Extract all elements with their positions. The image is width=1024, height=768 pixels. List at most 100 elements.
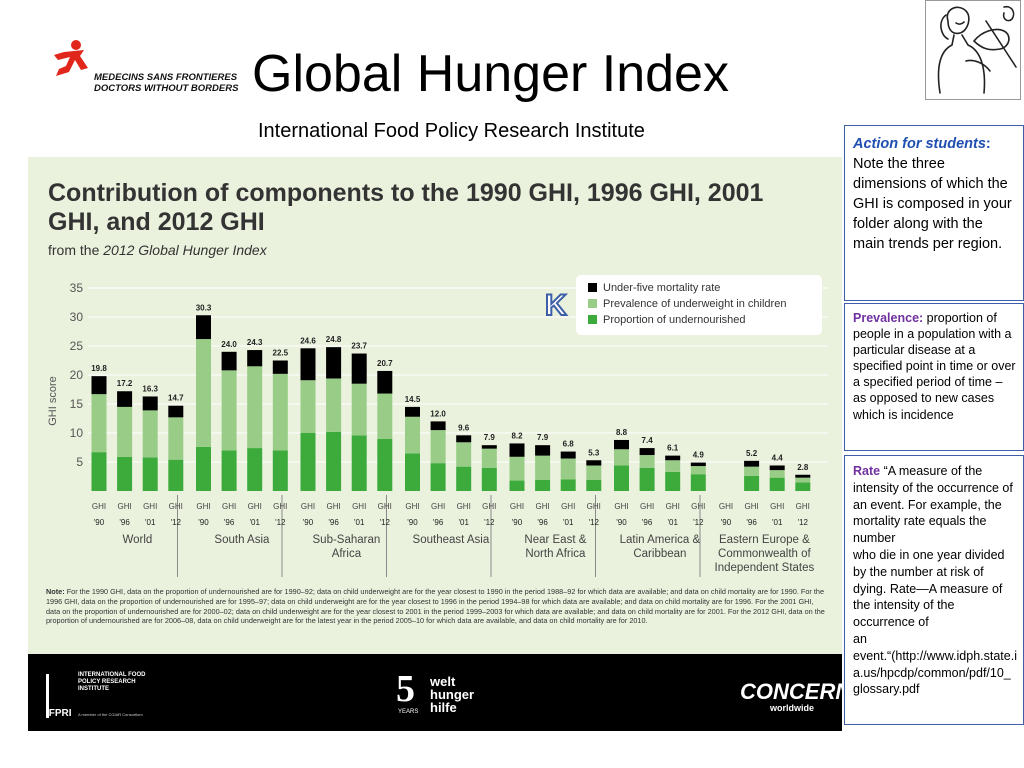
x-tick-label: GHI: [405, 502, 419, 511]
chart-axes: 5 10 15 20 25 30 35 GHI score: [47, 281, 701, 577]
bar-total-label: 7.9: [537, 433, 549, 442]
x-tick-label: '96: [224, 518, 235, 527]
bar-total-label: 16.3: [142, 384, 158, 393]
x-tick-label: '96: [119, 518, 130, 527]
bar-segment-mortality: [117, 391, 133, 407]
x-tick-label: '90: [616, 518, 627, 527]
x-tick-label: '12: [693, 518, 704, 527]
bar-segment-undernourished: [744, 475, 760, 491]
bar-segment-mortality: [430, 421, 446, 431]
bar-segment-underweight: [196, 339, 211, 447]
y-axis-label: GHI score: [47, 376, 59, 426]
bar-segment-undernourished: [196, 446, 211, 491]
bar-segment-underweight: [326, 378, 342, 432]
bar-total-label: 4.9: [693, 451, 705, 460]
page-subtitle: International Food Policy Research Insti…: [258, 120, 645, 142]
bar-segment-underweight: [560, 458, 576, 480]
bar-segment-underweight: [795, 477, 811, 483]
bar-segment-underweight: [509, 456, 525, 481]
welt-name: welt hunger hilfe: [430, 674, 475, 715]
x-tick-label: GHI: [169, 502, 183, 511]
bar-segment-undernourished: [560, 479, 576, 491]
bar-segment-mortality: [91, 376, 107, 395]
bar-total-label: 24.0: [221, 340, 237, 349]
x-tick-label: '12: [589, 518, 600, 527]
legend-entry: Under-five mortality rate: [603, 282, 720, 294]
bar-segment-mortality: [690, 462, 706, 467]
x-tick-label: GHI: [273, 502, 287, 511]
bar-total-label: 30.3: [196, 303, 212, 312]
page-title: Global Hunger Index: [252, 45, 729, 103]
bar-total-label: 5.2: [746, 449, 758, 458]
x-tick-label: '12: [484, 518, 495, 527]
bar-segment-undernourished: [326, 431, 342, 491]
region-label: Independent States: [715, 562, 815, 574]
bar-segment-mortality: [639, 448, 655, 456]
bar-segment-undernourished: [142, 457, 158, 491]
x-tick-label: '96: [537, 518, 548, 527]
bar-segment-undernourished: [221, 450, 237, 491]
action-for-students-box: Action for students: Note the three dime…: [844, 125, 1024, 301]
bar-total-label: 14.7: [168, 394, 184, 403]
bar-segment-undernourished: [586, 479, 602, 491]
bar-segment-underweight: [142, 410, 158, 458]
bar-total-label: 8.2: [511, 431, 523, 440]
legend-box: [576, 275, 822, 335]
x-tick-label: '96: [642, 518, 653, 527]
bar-segment-underweight: [586, 465, 602, 480]
bar-segment-undernourished: [535, 479, 551, 491]
x-tick-label: GHI: [457, 502, 471, 511]
x-tick-label: '01: [667, 518, 678, 527]
x-tick-label: GHI: [796, 502, 810, 511]
poster-title: Contribution of components to the 1990 G…: [48, 179, 764, 236]
note-text: For the 1990 GHI, data on the proportion…: [46, 587, 825, 626]
x-tick-label: GHI: [352, 502, 366, 511]
bar-segment-mortality: [377, 370, 393, 394]
bar-segment-undernourished: [430, 463, 446, 491]
poster-source-name: 2012 Global Hunger Index: [103, 242, 267, 258]
x-tick-label: GHI: [614, 502, 628, 511]
x-tick-label: '96: [328, 518, 339, 527]
bar-segment-undernourished: [377, 438, 393, 491]
welt-anniversary-number: 5: [396, 668, 415, 710]
rate-text-2: who die in one year divided by the numbe…: [853, 547, 1005, 630]
bar-segment-underweight: [377, 393, 393, 439]
ifpri-member-note: A member of the CGIAR Consortium: [78, 712, 143, 717]
prevalence-label: Prevalence:: [853, 311, 924, 325]
rate-label: Rate: [853, 464, 881, 478]
bar-segment-undernourished: [456, 466, 472, 491]
bar-total-label: 7.9: [484, 433, 496, 442]
x-tick-label: '12: [171, 518, 182, 527]
bar-segment-underweight: [221, 370, 237, 451]
bar-segment-underweight: [117, 406, 133, 457]
bar-segment-mortality: [351, 353, 367, 384]
bar-segment-undernourished: [91, 452, 107, 491]
bar-segment-mortality: [456, 435, 472, 443]
running-man-icon: [54, 40, 88, 76]
x-tick-label: GHI: [510, 502, 524, 511]
note-label: Note:: [46, 587, 65, 596]
bar-segment-undernourished: [769, 477, 785, 491]
bar-segment-mortality: [221, 351, 237, 371]
x-tick-label: '01: [458, 518, 469, 527]
bar-total-label: 17.2: [117, 379, 133, 388]
legend-entry: Prevalence of underweight in children: [603, 298, 786, 310]
bar-segment-underweight: [690, 466, 706, 475]
bar-total-label: 12.0: [430, 409, 446, 418]
x-tick-label: '01: [145, 518, 156, 527]
x-tick-label: '01: [772, 518, 783, 527]
bar-segment-underweight: [769, 470, 785, 478]
x-tick-label: '90: [512, 518, 523, 527]
bar-segment-mortality: [586, 460, 602, 466]
x-tick-label: GHI: [301, 502, 315, 511]
bar-total-label: 23.7: [351, 342, 367, 351]
bar-segment-mortality: [560, 451, 576, 459]
region-label: Sub-Saharan: [313, 534, 381, 546]
x-tick-label: GHI: [691, 502, 705, 511]
violinist-illustration: [925, 0, 1021, 100]
x-tick-label: '90: [198, 518, 209, 527]
prevalence-definition-box: Prevalence: proportion of people in a po…: [844, 303, 1024, 451]
legend-entry: Proportion of undernourished: [603, 314, 745, 326]
bar-segment-underweight: [665, 460, 681, 472]
x-tick-label: '96: [746, 518, 757, 527]
